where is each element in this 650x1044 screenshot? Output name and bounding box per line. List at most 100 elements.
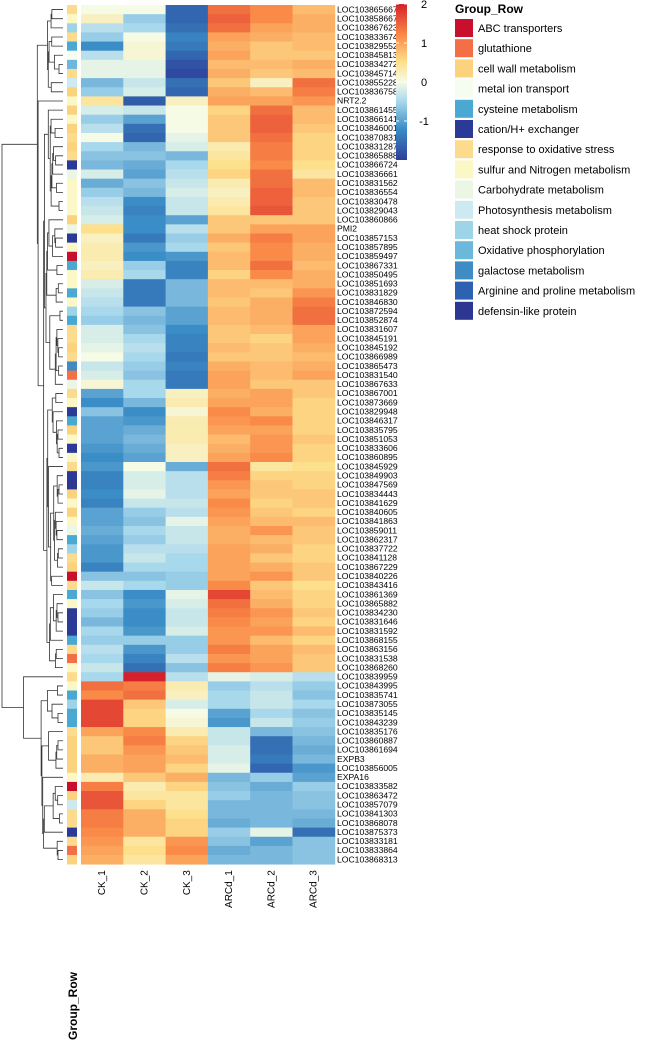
heatmap-cell bbox=[165, 763, 209, 774]
heatmap-cell bbox=[292, 224, 336, 234]
heatmap-cell bbox=[292, 78, 336, 88]
dendrogram-branch bbox=[56, 530, 63, 541]
heatmap-cell bbox=[165, 132, 209, 143]
color-scale-bar: 2 1 0 -1 bbox=[396, 0, 429, 160]
row-label: LOC103845714 bbox=[337, 68, 398, 78]
heatmap-cell bbox=[165, 855, 209, 865]
heatmap-cell bbox=[81, 334, 124, 344]
heatmap-cell bbox=[207, 32, 251, 42]
heatmap-cell bbox=[81, 471, 124, 481]
heatmap-cell bbox=[81, 151, 124, 161]
heatmap-cell bbox=[81, 425, 124, 435]
heatmap-cell bbox=[292, 717, 336, 728]
heatmap-cell bbox=[81, 14, 124, 24]
heatmap-cell bbox=[123, 398, 166, 408]
heatmap-cell bbox=[207, 690, 251, 701]
heatmap-cell bbox=[81, 544, 124, 554]
heatmap-cell bbox=[165, 169, 209, 180]
heatmap-cell bbox=[81, 535, 124, 545]
heatmap-cell bbox=[165, 324, 209, 335]
heatmap-cell bbox=[207, 132, 251, 143]
heatmap-cell bbox=[123, 50, 166, 61]
legend-label: Arginine and proline metabolism bbox=[478, 286, 635, 298]
heatmap-cell bbox=[81, 791, 124, 801]
heatmap-cell bbox=[207, 535, 251, 545]
heatmap-cell bbox=[81, 41, 124, 52]
row-annotation-cell bbox=[67, 754, 77, 764]
dendrogram-branch bbox=[58, 365, 63, 376]
heatmap-cell bbox=[207, 96, 251, 106]
heatmap-cell bbox=[207, 105, 251, 116]
row-annotation-cell bbox=[67, 96, 77, 106]
heatmap-cell bbox=[165, 845, 209, 856]
heatmap-cell bbox=[250, 635, 293, 646]
row-label: LOC103855228 bbox=[337, 77, 398, 87]
heatmap-cell bbox=[81, 50, 124, 61]
heatmap-cell bbox=[165, 160, 209, 170]
heatmap-cell bbox=[81, 251, 124, 262]
heatmap-cell bbox=[165, 553, 209, 563]
row-annotation-cell bbox=[67, 224, 77, 234]
heatmap-cell bbox=[250, 315, 293, 326]
row-label: LOC103861455 bbox=[337, 105, 398, 115]
heatmap-cell bbox=[292, 608, 336, 618]
heatmap-cell bbox=[123, 151, 166, 161]
legend-swatch bbox=[455, 301, 473, 320]
dendrogram-branch bbox=[54, 228, 63, 244]
heatmap-cell bbox=[123, 434, 166, 445]
heatmap-cell bbox=[123, 23, 166, 33]
heatmap-cell bbox=[81, 653, 124, 664]
row-annotation-cell bbox=[67, 233, 77, 243]
heatmap-cell bbox=[292, 855, 336, 865]
heatmap-cell bbox=[165, 745, 209, 755]
row-label: EXPA16 bbox=[337, 772, 369, 782]
row-label: LOC103843416 bbox=[337, 580, 398, 590]
heatmap-cell bbox=[165, 452, 209, 463]
heatmap-cell bbox=[207, 306, 251, 317]
row-annotation-cell bbox=[67, 617, 77, 627]
heatmap-cell bbox=[292, 699, 336, 710]
heatmap-cell bbox=[292, 32, 336, 42]
row-annotation-cell bbox=[67, 78, 77, 88]
heatmap-cell bbox=[165, 772, 209, 783]
heatmap-cell bbox=[250, 498, 293, 509]
heatmap-cell bbox=[81, 23, 124, 33]
heatmap-cell bbox=[123, 727, 166, 737]
heatmap-cell bbox=[292, 845, 336, 856]
heatmap-cell bbox=[250, 5, 293, 15]
heatmap-cell bbox=[207, 14, 251, 24]
heatmap-cell bbox=[165, 589, 209, 600]
heatmap-cell bbox=[207, 334, 251, 344]
heatmap-cell bbox=[123, 32, 166, 42]
row-annotation-cell bbox=[67, 306, 77, 317]
heatmap-cell bbox=[123, 653, 166, 664]
row-label: LOC103831538 bbox=[337, 653, 398, 663]
heatmap-cell bbox=[165, 663, 209, 673]
dendrogram-branch bbox=[58, 484, 63, 495]
heatmap-cell bbox=[207, 151, 251, 161]
heatmap-cell bbox=[123, 41, 166, 52]
heatmap-cell bbox=[123, 818, 166, 828]
heatmap-cell bbox=[81, 87, 124, 97]
heatmap-cell bbox=[250, 178, 293, 189]
row-annotation-cell bbox=[67, 343, 77, 353]
heatmap-cell bbox=[123, 59, 166, 70]
heatmap-cell bbox=[292, 754, 336, 765]
heatmap-cell bbox=[207, 855, 251, 865]
heatmap-cell bbox=[250, 370, 293, 381]
heatmap-cell bbox=[81, 452, 124, 463]
row-label: LOC103860895 bbox=[337, 452, 398, 462]
heatmap-cell bbox=[165, 224, 209, 234]
heatmap-cell bbox=[165, 599, 209, 609]
heatmap-cell bbox=[207, 489, 251, 499]
row-annotation-cell bbox=[67, 516, 77, 527]
heatmap-cell bbox=[165, 68, 209, 79]
heatmap-cell bbox=[250, 699, 293, 710]
row-label: LOC103867633 bbox=[337, 379, 398, 389]
legend-swatch bbox=[455, 19, 473, 37]
row-annotation-cell bbox=[67, 5, 77, 15]
column-label: ARCd_3 bbox=[309, 870, 320, 908]
row-annotation-cell bbox=[67, 123, 77, 134]
heatmap-cell bbox=[292, 745, 336, 755]
heatmap-cell bbox=[292, 818, 336, 828]
